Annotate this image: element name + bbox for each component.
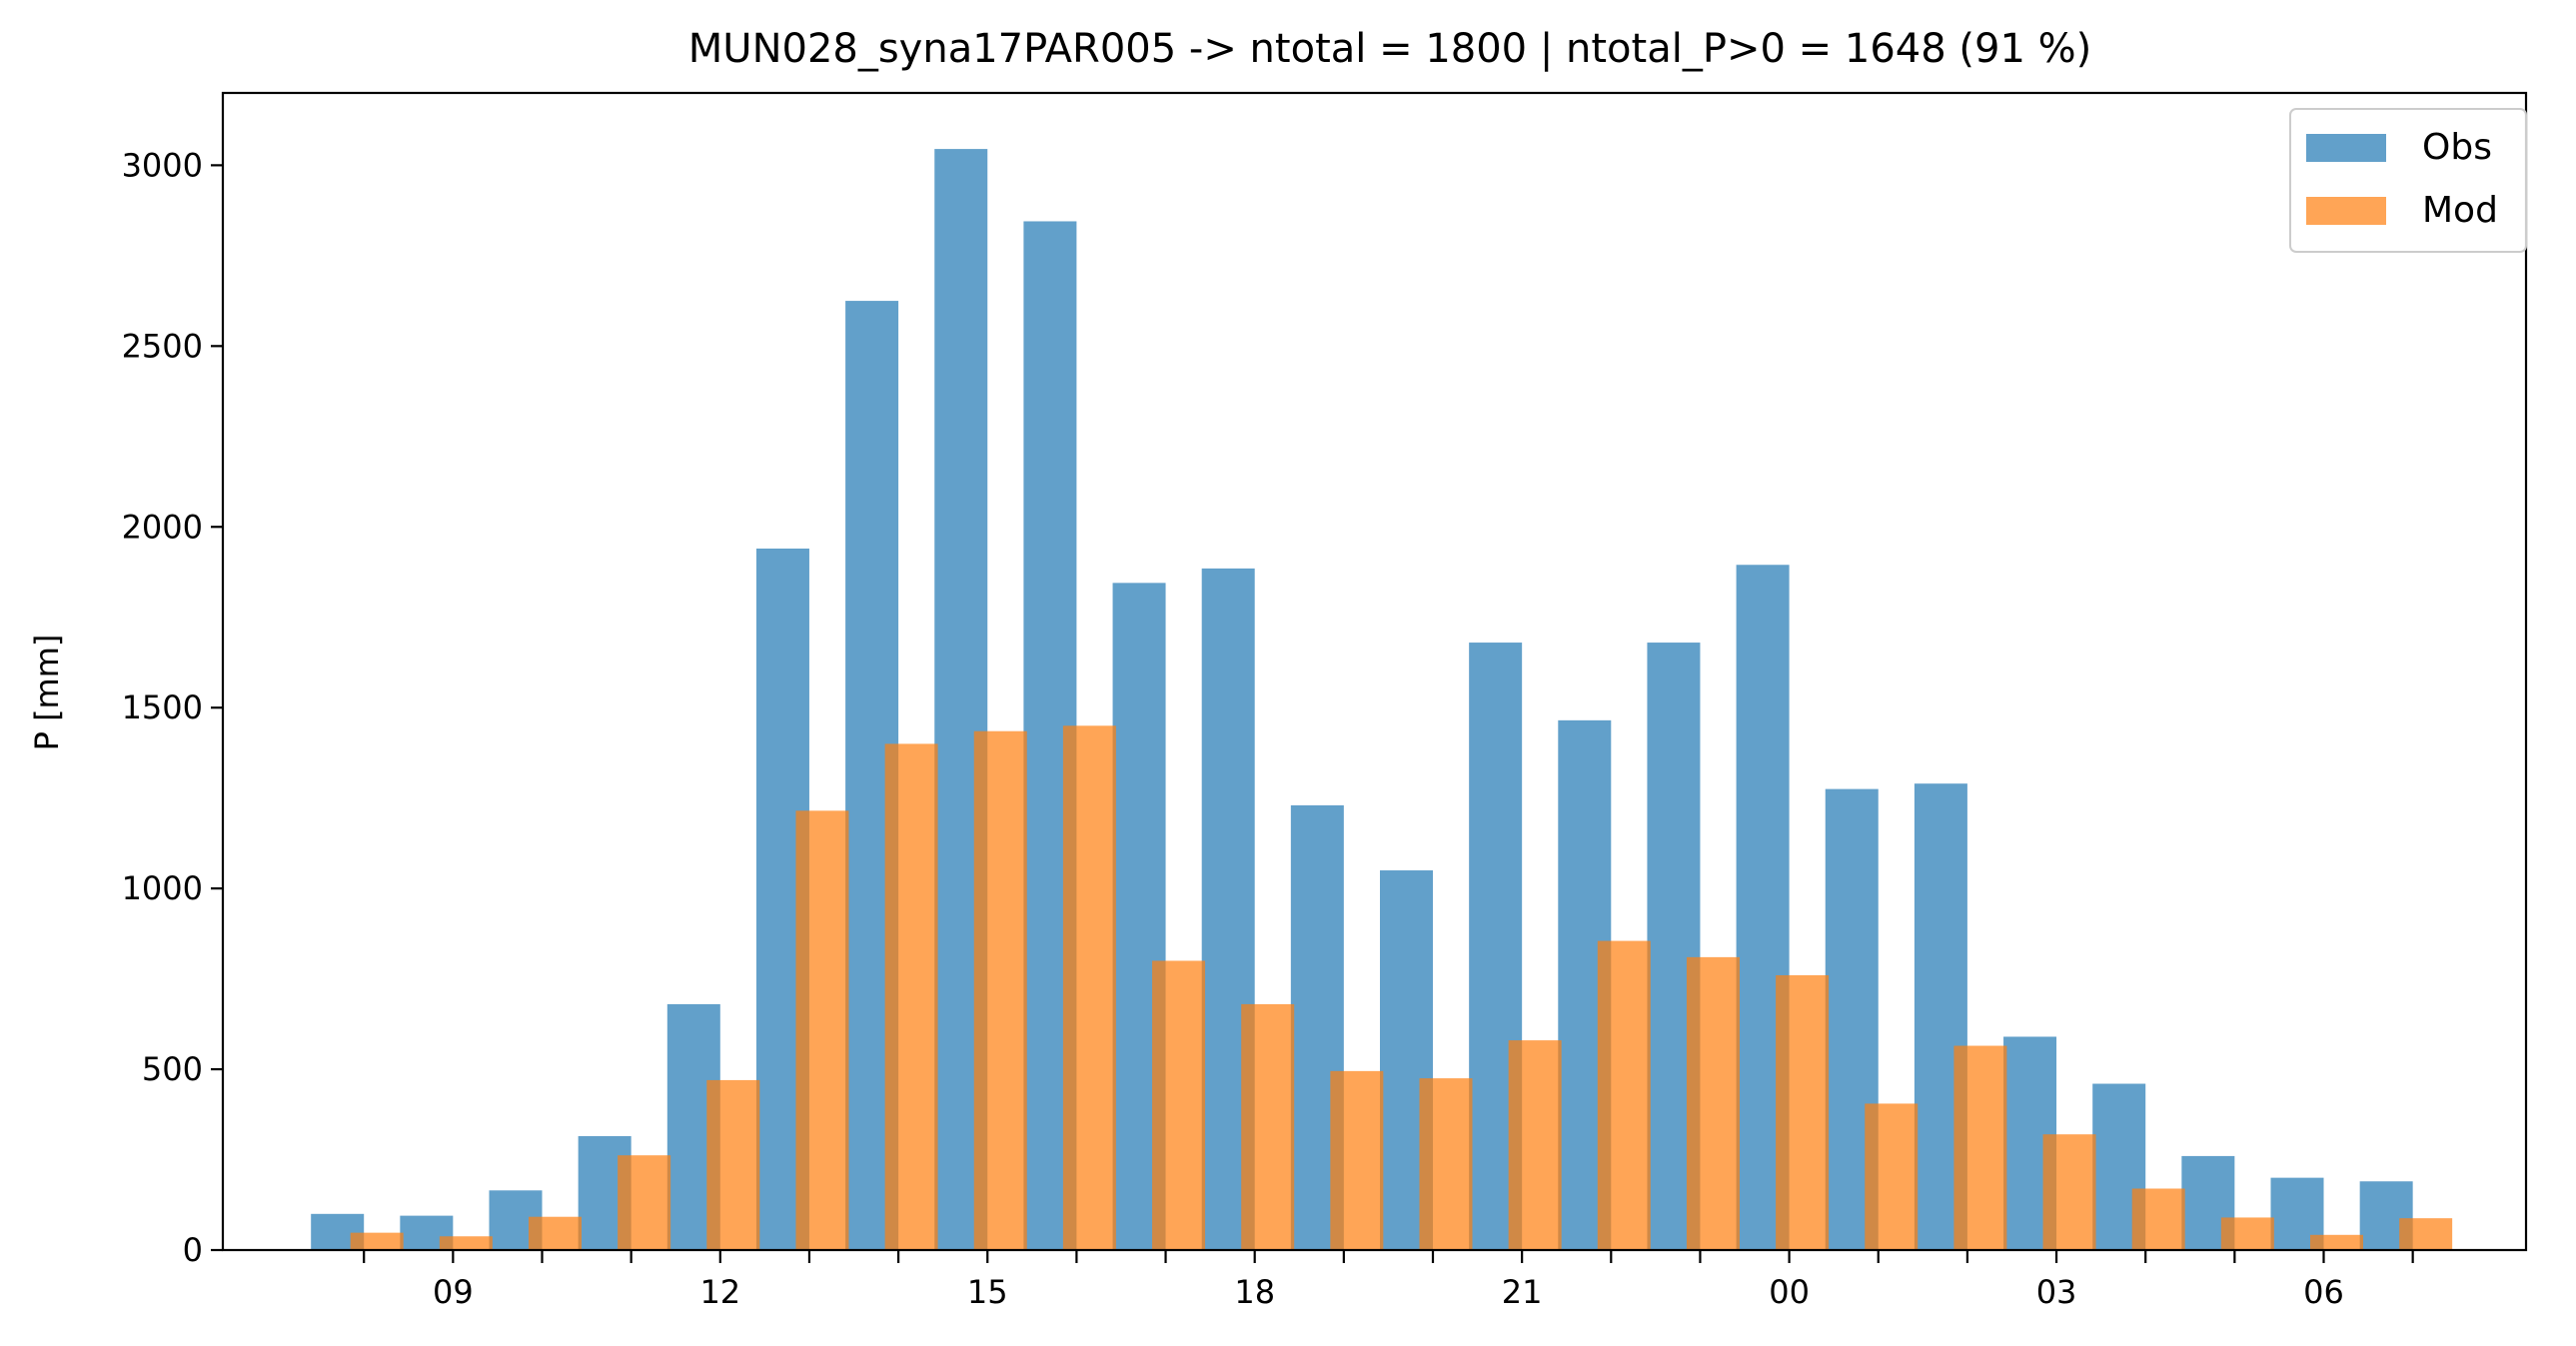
y-tick-label-3000: 3000 — [122, 146, 203, 184]
y-tick-label-500: 500 — [142, 1050, 203, 1088]
mod-bar-21 — [1508, 1040, 1562, 1250]
plot-frame — [221, 91, 2528, 1252]
x-tick-label-18: 18 — [1234, 1273, 1275, 1311]
legend-label-mod: Mod — [2422, 190, 2498, 231]
y-axis: 0 500 1000 1500 2000 2500 3000 — [122, 146, 223, 1269]
y-tick-label-0: 0 — [183, 1231, 203, 1269]
mod-bar-14 — [884, 743, 938, 1251]
mod-bar-17 — [1152, 960, 1206, 1250]
x-tick-label-09: 09 — [433, 1273, 474, 1311]
mod-bar-12 — [706, 1079, 760, 1250]
mod-bar-20 — [1419, 1078, 1473, 1250]
x-tick-label-12: 12 — [699, 1273, 740, 1311]
x-tick-label-03: 03 — [2036, 1273, 2077, 1311]
mod-bar-13 — [795, 810, 849, 1250]
x-tick-label-06: 06 — [2303, 1273, 2344, 1311]
mod-bar-18 — [1241, 1003, 1295, 1250]
x-axis: 09 12 15 18 21 00 03 06 — [363, 1250, 2414, 1311]
mod-bar-09 — [439, 1236, 493, 1250]
y-tick-label-1000: 1000 — [122, 869, 203, 907]
x-tick-label-00: 00 — [1769, 1273, 1810, 1311]
mod-bar-19 — [1330, 1070, 1384, 1250]
mod-bar-06 — [2310, 1234, 2363, 1250]
mod-bar-04 — [2131, 1188, 2185, 1250]
mod-series — [350, 725, 2453, 1251]
mod-bar-07 — [2399, 1218, 2453, 1250]
chart-title: MUN028_syna17PAR005 -> ntotal = 1800 | n… — [688, 26, 2091, 72]
legend-label-obs: Obs — [2422, 127, 2492, 168]
legend-swatch-obs — [2306, 134, 2386, 162]
x-tick-label-15: 15 — [967, 1273, 1008, 1311]
mod-bar-22 — [1597, 940, 1651, 1250]
mod-bar-23 — [1686, 956, 1740, 1250]
mod-bar-02 — [1953, 1045, 2007, 1250]
legend-swatch-mod — [2306, 197, 2386, 225]
mod-bar-01 — [1865, 1103, 1919, 1250]
mod-bar-16 — [1062, 725, 1116, 1250]
mod-bar-05 — [2220, 1217, 2274, 1250]
mod-bar-03 — [2042, 1134, 2096, 1250]
y-tick-label-1500: 1500 — [122, 688, 203, 726]
mod-bar-00 — [1776, 974, 1830, 1250]
legend: Obs Mod — [2289, 108, 2527, 253]
mod-bar-10 — [529, 1216, 582, 1250]
y-tick-label-2500: 2500 — [122, 327, 203, 365]
mod-bar-11 — [618, 1155, 671, 1250]
x-tick-label-21: 21 — [1502, 1273, 1543, 1311]
mod-bar-08 — [350, 1232, 404, 1250]
y-axis-label: P [mm] — [28, 635, 66, 751]
y-tick-label-2000: 2000 — [122, 508, 203, 546]
mod-bar-15 — [973, 730, 1027, 1250]
